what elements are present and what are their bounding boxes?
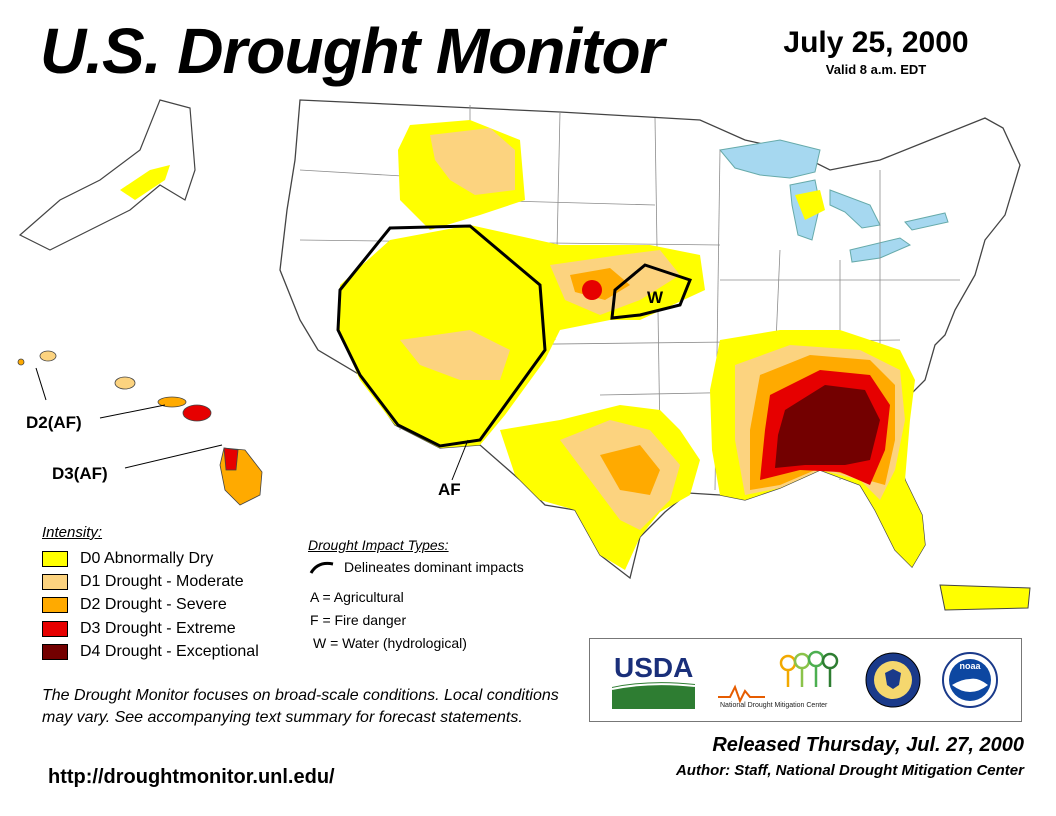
- alaska-outline: [18, 99, 196, 251]
- w-label: W: [647, 288, 664, 307]
- release-date: Released Thursday, Jul. 27, 2000: [712, 734, 1024, 756]
- d3-nebraska: [582, 280, 602, 300]
- ndmc-logo-graph: [718, 684, 765, 704]
- hawaii-d3-leader: [124, 444, 223, 469]
- legend-label-d1: D1 Drought - Moderate: [80, 573, 244, 590]
- impact-item-agricultural: A = Agricultural: [310, 589, 404, 605]
- d2-texas: [600, 445, 660, 495]
- legend-item-d4: D4 Drought - Exceptional: [42, 641, 259, 663]
- hawaii-d2-label: D2(AF): [26, 413, 82, 432]
- legend-label-d0: D0 Abnormally Dry: [80, 550, 214, 567]
- legend-item-d2: D2 Drought - Severe: [42, 594, 227, 616]
- hawaii-islands: [17, 350, 263, 506]
- website-link[interactable]: http://droughtmonitor.unl.edu/: [48, 766, 335, 788]
- puerto-rico: [939, 584, 1031, 611]
- d0-alaska: [120, 165, 170, 200]
- hawaii-d2-leader-small: [35, 367, 47, 401]
- legend-label-d2: D2 Drought - Severe: [80, 596, 227, 613]
- legend-swatch-d2: [42, 597, 68, 613]
- af-label: AF: [438, 480, 461, 499]
- hawaii-d2-leader: [99, 404, 166, 419]
- usda-logo-swoosh: [612, 682, 695, 709]
- legend-swatch-d3: [42, 621, 68, 637]
- ndmc-logo-trees: [779, 650, 839, 687]
- impact-item-fire: F = Fire danger: [310, 612, 407, 628]
- legend-label-d4: D4 Drought - Exceptional: [80, 643, 259, 660]
- d1-northwest: [430, 128, 515, 195]
- legend-swatch-d0: [42, 551, 68, 567]
- d0-michigan: [795, 190, 825, 220]
- usda-logo-text: USDA: [614, 652, 693, 683]
- drought-areas: [120, 120, 925, 570]
- impact-line-sample: [309, 561, 334, 574]
- impact-delineation-key: Delineates dominant impacts: [308, 558, 524, 576]
- impact-types-title: Drought Impact Types:: [308, 537, 449, 553]
- legend-item-d0: D0 Abnormally Dry: [42, 548, 213, 570]
- partner-logos: USDA National Drought Mitigation Center …: [611, 650, 998, 709]
- legend-item-d1: D1 Drought - Moderate: [42, 571, 244, 593]
- legend-swatch-d4: [42, 644, 68, 660]
- noaa-logo-text: noaa: [959, 661, 981, 671]
- partner-logos-box: USDA National Drought Mitigation Center …: [589, 638, 1022, 722]
- map-title: U.S. Drought Monitor: [40, 15, 664, 87]
- valid-time: Valid 8 a.m. EDT: [825, 62, 927, 77]
- hawaii-d3-label: D3(AF): [52, 464, 108, 483]
- impact-delineates-label: Delineates dominant impacts: [344, 559, 524, 575]
- impact-line-af: [336, 224, 547, 448]
- legend-swatch-d1: [42, 574, 68, 590]
- map-date: July 25, 2000: [783, 26, 969, 59]
- legend-item-d3: D3 Drought - Extreme: [42, 618, 236, 640]
- af-leader: [451, 439, 469, 481]
- legend-label-d3: D3 Drought - Extreme: [80, 620, 236, 637]
- disclaimer-note: The Drought Monitor focuses on broad-sca…: [42, 687, 559, 726]
- impact-item-water: W = Water (hydrological): [313, 635, 467, 651]
- author-credit: Author: Staff, National Drought Mitigati…: [675, 762, 1024, 779]
- d1-interior-west: [400, 330, 510, 380]
- d4-southeast: [775, 385, 880, 468]
- great-lakes: [719, 139, 821, 179]
- ndmc-logo-text: National Drought Mitigation Center: [720, 702, 828, 709]
- impact-line-w: [610, 263, 692, 320]
- legend-title: Intensity:: [42, 524, 103, 541]
